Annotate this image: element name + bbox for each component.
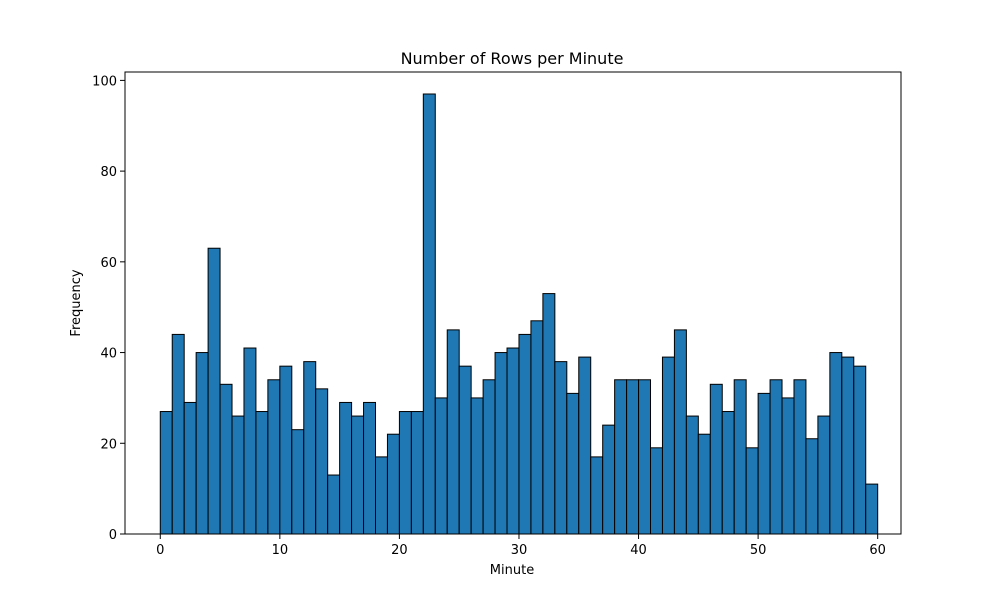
histogram-bar [183, 401, 197, 535]
histogram-bar [327, 474, 341, 535]
plot-frame [124, 71, 902, 535]
histogram-bar [650, 447, 663, 535]
x-tick-label: 10 [272, 543, 289, 558]
histogram-bar [291, 429, 305, 535]
histogram-bar [351, 415, 365, 535]
histogram-bar [171, 333, 185, 535]
histogram-bar [255, 411, 269, 535]
histogram-bar [398, 411, 412, 535]
x-tick-label: 50 [750, 543, 767, 558]
histogram-bar [410, 411, 424, 535]
x-axis: 0 10 20 30 40 50 60 [156, 534, 886, 558]
chart-title: Number of Rows per Minute [401, 49, 624, 68]
histogram-bar [303, 361, 317, 535]
histogram-bar [231, 415, 245, 535]
y-tick-label: 40 [100, 347, 117, 362]
histogram-bar [697, 433, 711, 535]
histogram-bar [470, 397, 484, 535]
x-tick-label: 30 [511, 543, 528, 558]
histogram-bar [721, 411, 735, 535]
histogram-bar [757, 392, 771, 535]
histogram-bar [626, 379, 640, 535]
x-axis-label: Minute [490, 563, 534, 578]
x-tick-label: 60 [869, 543, 886, 558]
y-tick-label: 20 [100, 437, 117, 452]
histogram-bar [661, 356, 675, 535]
histogram-bar [853, 365, 867, 535]
histogram-bar [841, 356, 855, 535]
histogram-bar [590, 456, 604, 535]
histogram-bar [709, 383, 723, 535]
histogram-bar [673, 329, 687, 535]
histogram-bar [506, 347, 520, 535]
histogram-bar [422, 93, 436, 535]
y-tick-label: 80 [100, 165, 117, 180]
histogram-bar [578, 356, 592, 535]
histogram-bar [458, 365, 472, 535]
y-tick-label: 0 [109, 528, 117, 543]
histogram-bar [446, 329, 460, 535]
histogram-bar [267, 379, 281, 535]
histogram-bar [434, 397, 448, 535]
histogram-bar [159, 411, 173, 535]
histogram-bar [602, 424, 616, 535]
histogram-bar [745, 447, 759, 535]
histogram-bar [195, 352, 209, 535]
histogram-bar [733, 379, 747, 535]
histogram-bar [243, 347, 257, 535]
histogram-bar [375, 456, 388, 535]
histogram-bar [518, 333, 532, 535]
histogram-bar [769, 379, 783, 535]
histogram-bar [793, 379, 807, 535]
histogram-bar [614, 379, 628, 535]
y-axis-label: Frequency [69, 269, 84, 336]
histogram-bar [315, 388, 329, 535]
histogram-bar [685, 415, 699, 535]
histogram-bar [339, 401, 353, 535]
histogram-bar [494, 352, 508, 535]
histogram-bar [279, 365, 293, 535]
histogram-bar [638, 379, 652, 535]
histogram-bar [530, 320, 544, 535]
x-tick-label: 40 [630, 543, 647, 558]
histogram-bar [363, 401, 377, 535]
y-tick-label: 60 [100, 256, 117, 271]
histogram-bar [386, 433, 400, 535]
histogram-bar [207, 247, 221, 535]
histogram-bar [829, 352, 843, 535]
histogram-bar [219, 383, 233, 535]
y-axis: 0 20 40 60 80 100 [92, 74, 125, 543]
histogram-bar [781, 397, 795, 535]
histogram-bar [482, 379, 496, 535]
histogram-bar [554, 361, 568, 535]
histogram-bar [542, 293, 556, 535]
y-tick-label: 100 [92, 74, 117, 89]
x-tick-label: 0 [156, 543, 164, 558]
histogram-bar [805, 438, 819, 535]
histogram-bar [566, 392, 580, 535]
histogram-bar [865, 483, 879, 535]
histogram-bar [817, 415, 831, 535]
x-tick-label: 20 [391, 543, 408, 558]
